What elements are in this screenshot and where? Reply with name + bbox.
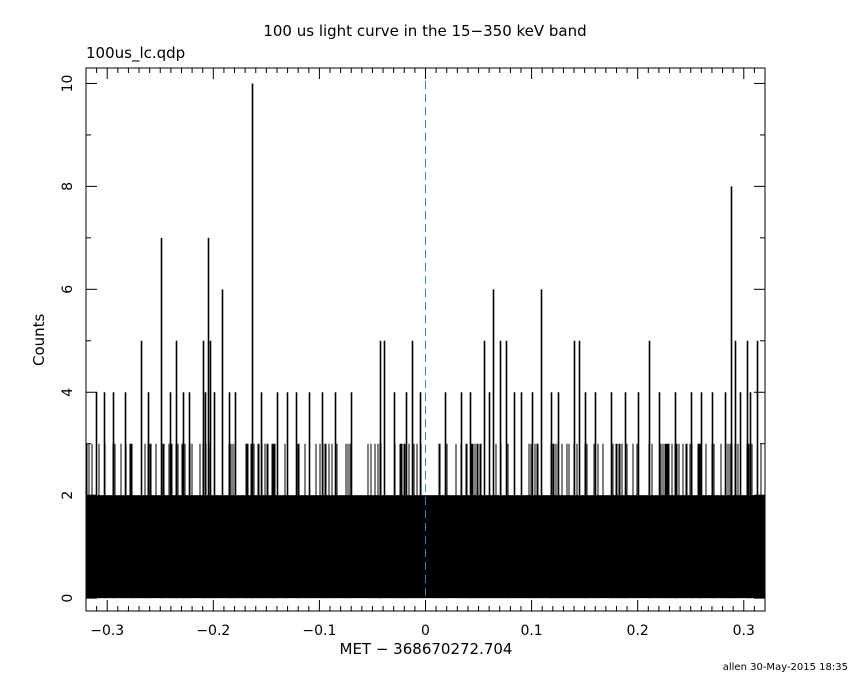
y-tick-label: 6 [60, 285, 76, 294]
x-axis-label: MET − 368670272.704 [339, 640, 513, 658]
x-tick-label: 0.2 [627, 623, 649, 639]
x-axis-ticks: −0.3 −0.2 −0.1 0 0.1 0.2 0.3 [85, 68, 766, 639]
chart-title: 100 us light curve in the 15−350 keV ban… [263, 22, 587, 40]
x-tick-label: −0.1 [302, 623, 336, 639]
x-tick-label: −0.2 [196, 623, 230, 639]
y-axis-label: Counts [30, 313, 48, 366]
y-axis-ticks: 0 2 4 6 8 10 [60, 75, 765, 603]
y-tick-label: 10 [60, 75, 76, 93]
peak-bars [95, 83, 759, 599]
footer-stamp: allen 30-May-2015 18:35 [722, 662, 848, 673]
y-tick-label: 4 [60, 388, 76, 397]
x-tick-label: 0.1 [520, 623, 542, 639]
y-tick-label: 2 [60, 491, 76, 500]
x-tick-label: 0.3 [733, 623, 755, 639]
y-tick-label: 0 [60, 594, 76, 603]
x-tick-label: −0.3 [90, 623, 124, 639]
x-tick-label: 0 [421, 623, 430, 639]
count-bars [86, 443, 765, 599]
y-tick-label: 8 [60, 182, 76, 191]
file-name-label: 100us_lc.qdp [86, 44, 186, 62]
